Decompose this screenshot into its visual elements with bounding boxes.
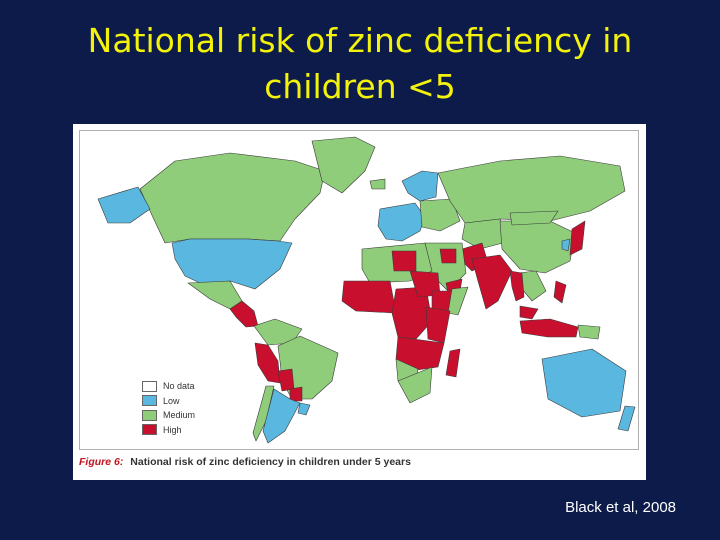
world-map [97, 136, 636, 444]
slide-title: National risk of zinc deficiency in chil… [0, 18, 720, 110]
slide-title-line-2: children <5 [264, 67, 456, 106]
map-region-australia [541, 348, 627, 418]
map-region-japan [569, 220, 586, 256]
map-frame: No data Low Medium High [79, 130, 639, 450]
map-region-libya [391, 250, 417, 272]
citation: Black et al, 2008 [565, 499, 676, 516]
legend-item-no-data: No data [142, 379, 195, 394]
map-region-paraguay [289, 386, 303, 402]
map-region-central-asia [461, 218, 511, 250]
map-region-somalia [447, 286, 469, 316]
map-region-mexico [187, 280, 243, 310]
figure-panel: No data Low Medium High Figure 6: Nation… [73, 124, 646, 480]
map-region-chile [252, 385, 275, 442]
legend-swatch-low [142, 395, 157, 407]
map-region-canada [139, 152, 326, 244]
figure-caption: Figure 6: National risk of zinc deficien… [79, 456, 411, 468]
map-region-west-africa [341, 280, 397, 314]
map-region-bolivia [277, 368, 295, 392]
map-legend: No data Low Medium High [142, 379, 195, 437]
legend-item-low: Low [142, 394, 195, 409]
map-region-philippines [553, 280, 567, 304]
map-region-south-africa [397, 366, 433, 404]
map-region-papua-new-guinea [577, 324, 601, 340]
legend-item-medium: Medium [142, 408, 195, 423]
map-region-myanmar-thailand [509, 270, 525, 302]
map-region-alaska-usa [97, 186, 151, 224]
map-region-indonesia [519, 318, 579, 338]
map-region-madagascar [445, 348, 461, 378]
map-region-iceland [369, 178, 386, 190]
map-region-russia [437, 155, 626, 224]
map-region-greenland [311, 136, 376, 194]
figure-caption-text: National risk of zinc deficiency in chil… [130, 456, 411, 468]
map-region-mongolia [509, 210, 559, 226]
legend-swatch-high [142, 424, 157, 436]
map-region-korea [561, 238, 571, 252]
map-region-scandinavia [401, 170, 439, 202]
legend-swatch-no-data [142, 380, 157, 392]
slide-title-line-1: National risk of zinc deficiency in [87, 21, 633, 60]
legend-item-high: High [142, 423, 195, 438]
map-region-china [499, 220, 576, 274]
legend-swatch-medium [142, 409, 157, 421]
map-region-malaysia [519, 305, 539, 320]
map-region-peru-ecuador [254, 342, 281, 384]
legend-label: No data [163, 381, 195, 392]
map-region-colombia-venezuela [253, 318, 303, 346]
map-region-east-africa [425, 306, 451, 344]
legend-label: High [163, 424, 182, 435]
legend-label: Low [163, 395, 180, 406]
map-region-argentina [262, 388, 301, 444]
map-region-western-europe [377, 202, 426, 242]
figure-caption-label: Figure 6: [79, 456, 124, 468]
map-region-iraq [439, 248, 457, 264]
map-region-new-zealand [617, 405, 636, 432]
map-region-eastern-europe [419, 198, 461, 232]
map-region-usa [171, 238, 293, 290]
legend-label: Medium [163, 410, 196, 421]
map-region-angola-zambia-mozambique [395, 336, 445, 372]
map-region-india [471, 254, 513, 310]
map-region-uruguay [297, 402, 311, 416]
